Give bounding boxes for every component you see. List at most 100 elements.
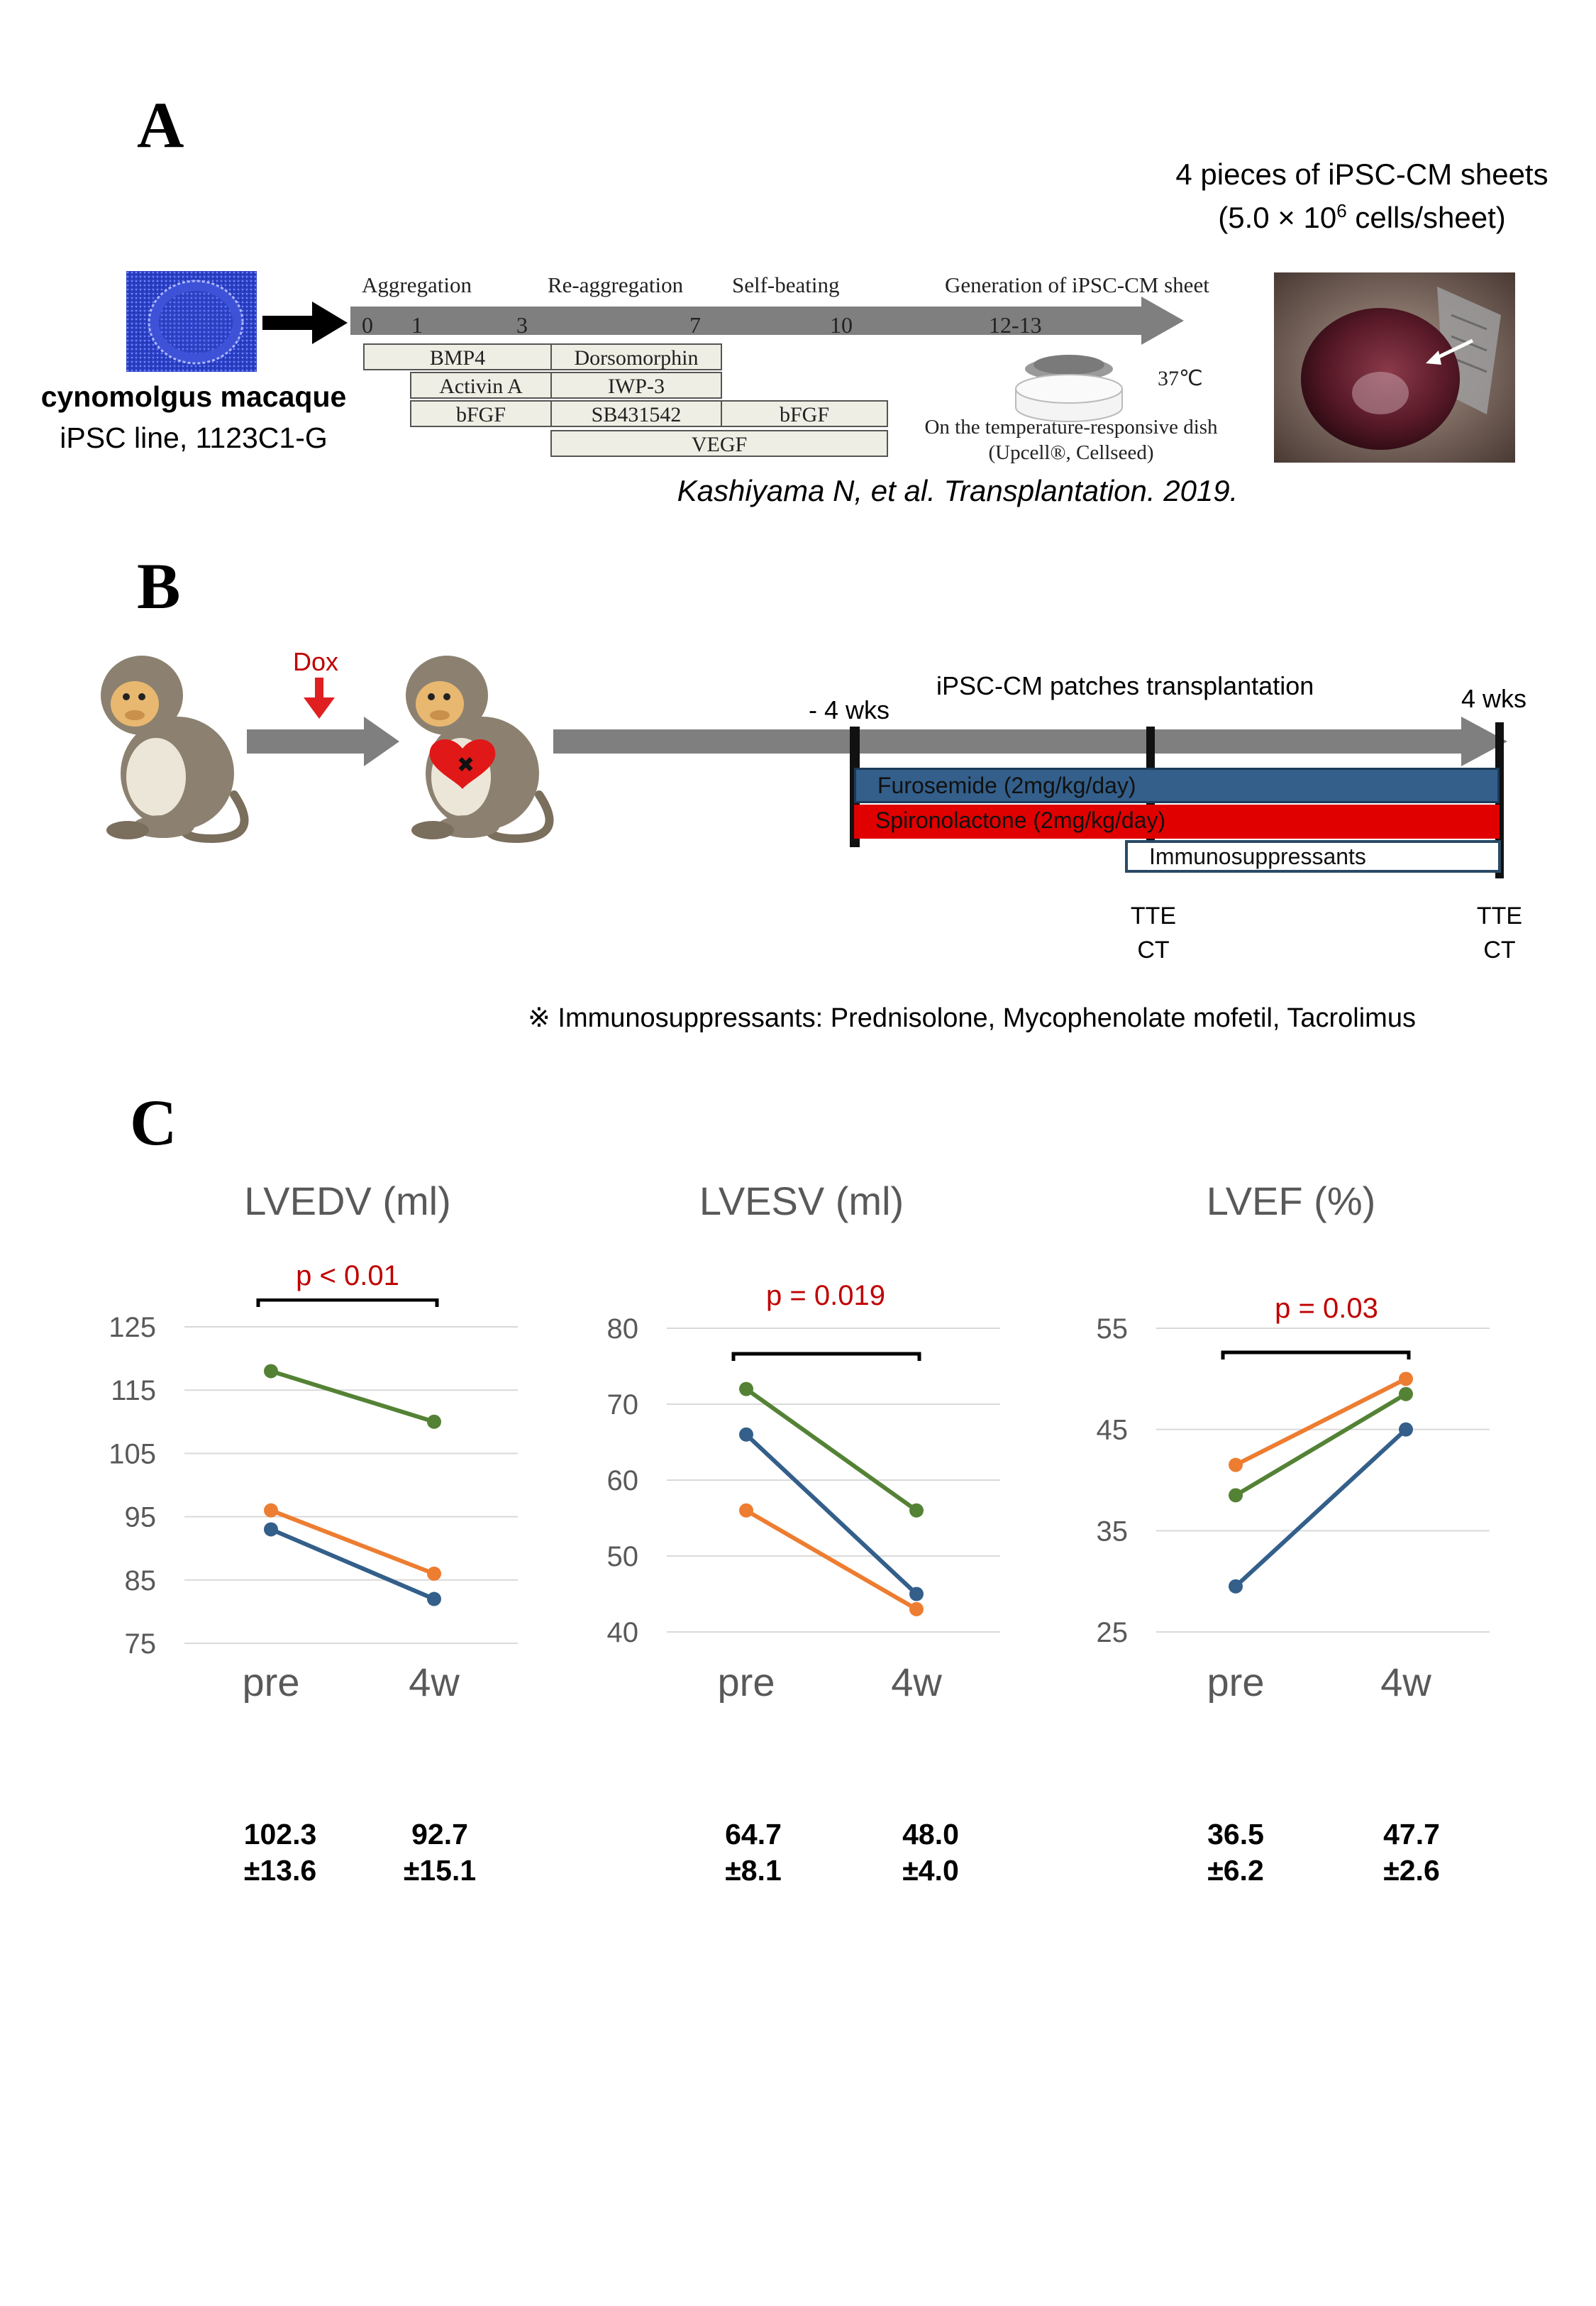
- panel-letter-b: B: [137, 550, 181, 622]
- factor-dorsomorphin: Dorsomorphin: [550, 343, 722, 370]
- sd: ±8.1: [725, 1854, 782, 1887]
- data-point-green: [909, 1503, 924, 1518]
- study-timeline-arrow: [553, 717, 1507, 766]
- sd: ±4.0: [902, 1854, 959, 1887]
- data-point-orange: [427, 1566, 441, 1581]
- series-line-green: [745, 1387, 918, 1513]
- tick-4wks: [1495, 722, 1504, 878]
- measure-tte: TTE: [1476, 903, 1523, 929]
- timeline-title: iPSC-CM patches transplantation: [936, 671, 1314, 700]
- heart-transplant-photo: [1274, 272, 1515, 463]
- lvesv-post-summary: 48.0 ±4.0: [867, 1816, 994, 1890]
- data-point-blue: [739, 1427, 753, 1442]
- series-line-blue: [744, 1433, 919, 1596]
- x-tick-label: 4w: [891, 1660, 942, 1703]
- data-point-orange: [1229, 1457, 1243, 1472]
- y-tick-label: 125: [109, 1312, 156, 1343]
- protocol-timeline-arrow: [350, 297, 1184, 345]
- dox-label: Dox: [293, 647, 339, 676]
- chart-lvedv: 125 115 105 95 85 75 pre 4w: [109, 1298, 518, 1703]
- series-line-blue: [270, 1527, 436, 1601]
- mean: 92.7: [411, 1818, 468, 1850]
- y-tick-label: 80: [607, 1313, 639, 1345]
- chart-lvef: 55 45 35 25 pre 4w: [1097, 1313, 1490, 1703]
- measure-tte: TTE: [1130, 903, 1177, 929]
- x-tick-label: pre: [718, 1660, 775, 1703]
- y-tick-label: 40: [607, 1617, 639, 1648]
- culture-dish-icon: [1015, 355, 1123, 422]
- y-tick-label: 50: [607, 1541, 639, 1572]
- dish-caption-line1: On the temperature-responsive dish: [924, 416, 1218, 438]
- mean: 64.7: [725, 1818, 782, 1850]
- mean: 102.3: [243, 1818, 317, 1850]
- day-tick: 10: [830, 312, 853, 338]
- sd: ±13.6: [243, 1854, 317, 1887]
- sheet-density-suffix: cells/sheet): [1346, 201, 1506, 234]
- factor-iwp3: IWP-3: [550, 372, 722, 399]
- panel-letter-c: C: [130, 1086, 177, 1159]
- y-tick-label: 105: [109, 1438, 156, 1469]
- factor-sb431542: SB431542: [550, 400, 722, 427]
- data-point-blue: [909, 1587, 924, 1601]
- y-tick-label: 35: [1097, 1516, 1129, 1547]
- immunosuppressant-bar: Immunosuppressants: [1125, 840, 1501, 873]
- mean: 47.7: [1383, 1818, 1440, 1850]
- citation: Kashiyama N, et al. Transplantation. 201…: [677, 474, 1238, 507]
- y-tick-label: 45: [1097, 1415, 1129, 1446]
- sheet-title-line2: (5.0 × 106 cells/sheet): [1135, 200, 1589, 235]
- sd: ±6.2: [1207, 1854, 1264, 1887]
- cell-line-species: cynomolgus macaque: [40, 380, 347, 413]
- lvef-post-summary: 47.7 ±2.6: [1348, 1816, 1475, 1890]
- series-line-orange: [1234, 1377, 1407, 1467]
- data-point-orange: [264, 1503, 278, 1518]
- data-point-blue: [1399, 1422, 1413, 1437]
- x-tick-label: pre: [1207, 1660, 1265, 1703]
- data-point-green: [264, 1364, 278, 1379]
- ipsc-colony-image: [126, 271, 257, 372]
- heart-photo-drawing: [1274, 272, 1515, 463]
- lvedv-post-summary: 92.7 ±15.1: [376, 1816, 504, 1890]
- macaque-heart-failure-icon: ✖: [406, 656, 554, 844]
- chart-lvesv: 80 70 60 50 40 pre 4w: [607, 1313, 1000, 1703]
- label-4wks: 4 wks: [1461, 684, 1527, 713]
- x-tick-label: pre: [243, 1660, 300, 1703]
- y-tick-label: 115: [111, 1375, 156, 1406]
- significance-bracket: [731, 1352, 921, 1361]
- mean: 36.5: [1207, 1818, 1264, 1850]
- y-tick-label: 25: [1097, 1617, 1129, 1648]
- lvef-pre-summary: 36.5 ±6.2: [1172, 1816, 1299, 1890]
- macaque-icon: [101, 656, 249, 844]
- pvalue-lvedv: p < 0.01: [296, 1260, 399, 1291]
- y-tick-label: 70: [607, 1389, 639, 1420]
- factor-activin-a: Activin A: [410, 372, 552, 399]
- down-arrow-icon: [304, 678, 335, 719]
- data-point-green: [1229, 1488, 1243, 1503]
- furosemide-label: Furosemide (2mg/kg/day): [877, 773, 1136, 798]
- data-point-orange: [739, 1503, 753, 1518]
- measure-ct: CT: [1483, 936, 1516, 964]
- y-tick-label: 95: [125, 1502, 157, 1533]
- day-tick: 3: [516, 312, 528, 338]
- y-tick-label: 55: [1097, 1313, 1129, 1345]
- spironolactone-bar: Spironolactone (2mg/kg/day): [854, 805, 1500, 839]
- furosemide-bar: Furosemide (2mg/kg/day): [854, 768, 1500, 803]
- day-tick: 0: [362, 312, 373, 338]
- data-point-orange: [1399, 1372, 1413, 1386]
- chart-title-lvesv: LVESV (ml): [699, 1179, 904, 1223]
- data-point-green: [427, 1414, 441, 1429]
- cell-line-name: iPSC line, 1123C1-G: [60, 421, 328, 454]
- measure-ct: CT: [1137, 936, 1170, 964]
- measure-4wks: TTE CT: [1471, 900, 1528, 967]
- significance-bracket: [1221, 1350, 1411, 1359]
- chart-title-lvedv: LVEDV (ml): [244, 1179, 451, 1223]
- data-point-blue: [1229, 1579, 1243, 1594]
- dish-caption-line2: (Upcell®, Cellseed): [988, 441, 1154, 464]
- immunosuppressant-footnote: ※ Immunosuppressants: Prednisolone, Myco…: [528, 1003, 1416, 1033]
- day-tick: 1: [411, 312, 423, 338]
- significance-bracket: [256, 1298, 439, 1307]
- spironolactone-label: Spironolactone (2mg/kg/day): [875, 807, 1166, 833]
- sheet-density-prefix: (5.0 × 10: [1218, 201, 1337, 234]
- factor-vegf: VEGF: [550, 430, 888, 457]
- pvalue-lvesv: p = 0.019: [766, 1280, 885, 1311]
- colony-micrograph: [126, 271, 257, 372]
